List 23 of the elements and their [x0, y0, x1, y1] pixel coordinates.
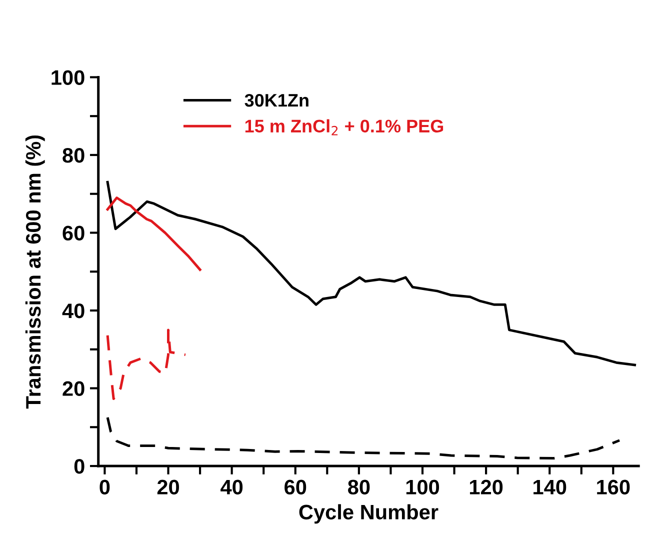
- y-tick-label: 40: [62, 304, 84, 318]
- x-tick-label: 160: [597, 480, 630, 495]
- legend-label: 15 m ZnCl$_{2}$ + 0.1% PEG: [245, 119, 444, 136]
- y-tick-label: 20: [62, 381, 84, 396]
- y-tick-label: 80: [62, 148, 84, 163]
- line-series: [106, 180, 636, 366]
- y-tick-label: 0: [74, 459, 84, 474]
- x-tick-label: 100: [406, 480, 440, 495]
- x-tick-label: 20: [157, 480, 179, 495]
- x-axis-title: Cycle Number: [299, 504, 438, 524]
- line-series: [106, 328, 187, 400]
- x-tick-label: 120: [470, 480, 503, 495]
- line-series: [106, 196, 202, 271]
- legend-label: 30K1Zn: [244, 94, 308, 107]
- x-tick-label: 80: [348, 480, 370, 495]
- x-tick-label: 0: [100, 480, 110, 495]
- line-series: [106, 416, 621, 460]
- y-tick-label: 100: [52, 70, 84, 85]
- y-tick-label: 60: [62, 226, 84, 240]
- x-tick-label: 60: [284, 480, 306, 495]
- y-axis-title: Transmission at 600 nm (%): [25, 135, 45, 409]
- x-tick-label: 40: [220, 480, 243, 495]
- x-tick-label: 140: [534, 480, 566, 495]
